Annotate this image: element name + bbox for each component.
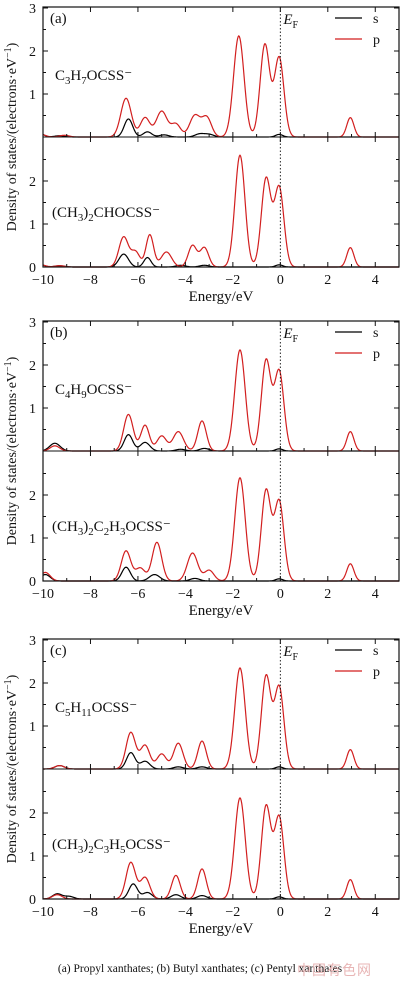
compound-label: (CH3)2C3H5OCSS⁻ [52, 837, 171, 856]
x-tick-label: 2 [324, 273, 331, 288]
series-line-p [43, 667, 399, 770]
panel-c: 1 2 3 C5H11OCSS⁻ 0 1 2 (CH3)2C3H5OCSS⁻ −10 −8 −6 −4… [3, 634, 400, 937]
panel-letter: (b) [50, 325, 68, 341]
y-tick-label: 2 [29, 489, 36, 504]
y-tick-label: 3 [29, 634, 36, 649]
fermi-label: EF [282, 326, 298, 345]
y-tick-label: 1 [29, 218, 36, 233]
x-tick-label: −6 [130, 273, 145, 288]
y-axis-label: Density of states/(electrons·eV−1) [3, 674, 20, 863]
panel-letter: (c) [50, 643, 67, 659]
y-tick-label: 1 [29, 532, 36, 547]
compound-label: (CH3)2C2H3OCSS⁻ [52, 519, 171, 538]
legend-label-p: p [373, 33, 380, 48]
x-tick-label: −6 [130, 905, 145, 920]
y-tick-label: 0 [29, 575, 36, 590]
x-tick-label: 0 [277, 273, 284, 288]
panel-a: 1 2 3 C3H7OCSS⁻ 0 1 2 (CH3)2CHOCSS⁻ −10 −8 −6 −4 −2 0… [3, 2, 400, 305]
y-axis-label: Density of states/(electrons·eV−1) [3, 42, 20, 231]
legend-label-p: p [373, 347, 380, 362]
x-tick-label: −8 [83, 587, 98, 602]
x-tick-label: 2 [324, 587, 331, 602]
y-tick-label: 1 [29, 850, 36, 865]
figure-caption: (a) Propyl xanthates; (b) Butyl xanthate… [57, 963, 343, 975]
watermark: 中国有色网 [297, 963, 372, 979]
y-axis-label: Density of states/(electrons·eV−1) [3, 356, 20, 545]
legend-label-s: s [373, 326, 378, 341]
legend-label-s: s [373, 644, 378, 659]
legend-label-p: p [373, 665, 380, 680]
y-tick-label: 3 [29, 316, 36, 331]
x-tick-label: 0 [277, 905, 284, 920]
y-tick-label: 0 [29, 893, 36, 908]
plot-frame [42, 6, 400, 268]
y-tick-label: 2 [29, 807, 36, 822]
y-tick-label: 1 [29, 720, 36, 735]
x-tick-label: −6 [130, 587, 145, 602]
fermi-label: EF [282, 12, 298, 31]
x-tick-label: 0 [277, 587, 284, 602]
plot-frame [42, 638, 400, 900]
y-tick-label: 2 [29, 677, 36, 692]
compound-label: (CH3)2CHOCSS⁻ [52, 205, 160, 224]
panel-letter: (a) [50, 11, 67, 27]
compound-label: C3H7OCSS⁻ [55, 68, 132, 87]
x-tick-label: −2 [225, 905, 240, 920]
legend-label-s: s [373, 12, 378, 27]
x-tick-label: 4 [372, 905, 379, 920]
series-line-p [42, 349, 399, 452]
x-tick-label: −10 [32, 273, 54, 288]
series-line-p [42, 35, 399, 138]
compound-label: C4H9OCSS⁻ [55, 382, 132, 401]
y-tick-label: 2 [29, 175, 36, 190]
x-tick-label: 4 [372, 587, 379, 602]
x-tick-label: −8 [83, 273, 98, 288]
x-tick-label: 2 [324, 905, 331, 920]
fermi-label: EF [282, 644, 298, 663]
x-tick-label: −4 [178, 587, 193, 602]
panel-b: 1 2 3 C4H9OCSS⁻ 0 1 2 (CH3)2C2H3OCSS⁻ −10 −8 −6 −4 −… [3, 316, 400, 619]
x-tick-label: −2 [225, 587, 240, 602]
x-tick-label: −8 [83, 905, 98, 920]
y-tick-label: 1 [29, 88, 36, 103]
y-tick-label: 3 [29, 2, 36, 17]
plot-frame [42, 320, 400, 582]
compound-label: C5H11OCSS⁻ [55, 700, 137, 719]
x-axis-label: Energy/eV [189, 289, 254, 305]
x-tick-label: −4 [178, 905, 193, 920]
x-tick-label: 4 [372, 273, 379, 288]
x-tick-label: −10 [32, 587, 54, 602]
y-tick-label: 0 [29, 261, 36, 276]
x-axis-label: Energy/eV [189, 603, 254, 619]
x-axis-label: Energy/eV [189, 921, 254, 937]
y-tick-label: 1 [29, 402, 36, 417]
x-tick-label: −10 [32, 905, 54, 920]
y-tick-label: 2 [29, 45, 36, 60]
x-tick-label: −4 [178, 273, 193, 288]
x-tick-label: −2 [225, 273, 240, 288]
y-tick-label: 2 [29, 359, 36, 374]
